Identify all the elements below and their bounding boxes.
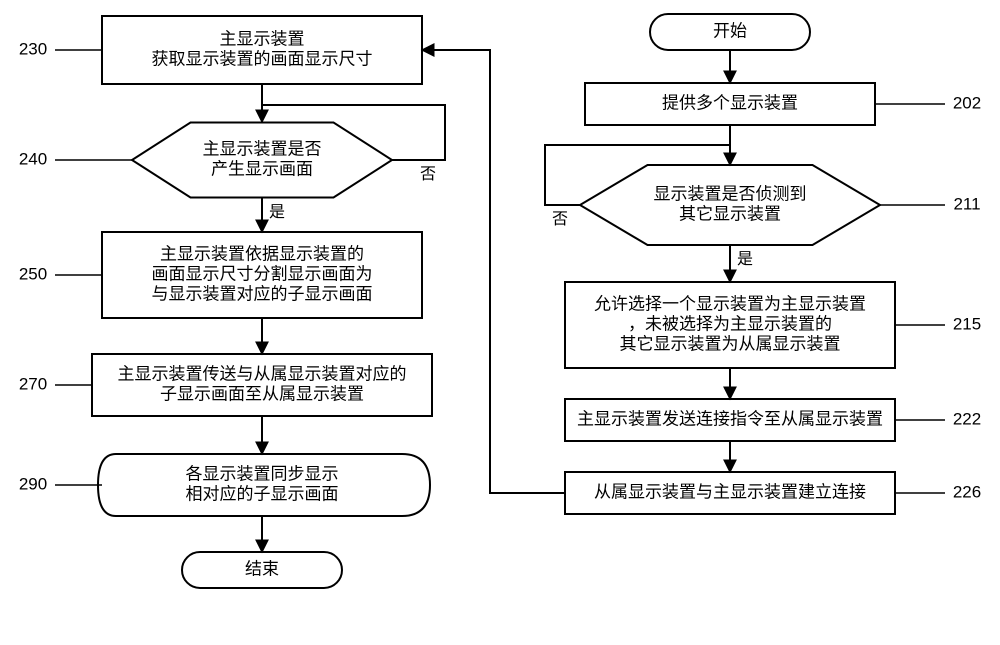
ref-number: 215: [953, 314, 981, 333]
edge: [422, 50, 565, 493]
node-text: 主显示装置发送连接指令至从属显示装置: [577, 409, 883, 428]
ref-number: 270: [19, 374, 47, 393]
edge-label: 是: [737, 251, 753, 268]
node-text: 从属显示装置与主显示装置建立连接: [594, 482, 866, 501]
ref-number: 250: [19, 264, 47, 283]
ref-number: 202: [953, 93, 981, 112]
ref-number: 290: [19, 474, 47, 493]
ref-number: 222: [953, 409, 981, 428]
node-text: 与显示装置对应的子显示画面: [152, 284, 373, 303]
ref-number: 230: [19, 39, 47, 58]
ref-number: 240: [19, 149, 47, 168]
node-text: 允许选择一个显示装置为主显示装置: [594, 294, 866, 313]
node-text: 相对应的子显示画面: [186, 484, 339, 503]
node-text: 产生显示画面: [211, 159, 313, 178]
node-text: ，未被选择为主显示装置的: [628, 314, 832, 333]
node-text: 子显示画面至从属显示装置: [160, 384, 364, 403]
edge-label: 否: [420, 166, 436, 183]
node-text: 主显示装置是否: [203, 139, 322, 158]
node-text: 提供多个显示装置: [662, 93, 798, 112]
flowchart-canvas: 开始提供多个显示装置显示装置是否侦测到其它显示装置允许选择一个显示装置为主显示装…: [0, 0, 1000, 645]
ref-number: 211: [953, 194, 980, 213]
edge-label: 是: [269, 204, 285, 221]
node-text: 开始: [713, 21, 747, 40]
node-text: 主显示装置依据显示装置的: [160, 244, 364, 263]
node-text: 各显示装置同步显示: [186, 464, 339, 483]
node-text: 画面显示尺寸分割显示画面为: [152, 264, 373, 283]
node-text: 主显示装置传送与从属显示装置对应的: [118, 364, 407, 383]
node-text: 其它显示装置为从属显示装置: [620, 334, 841, 353]
node-text: 显示装置是否侦测到: [654, 184, 807, 203]
edge-label: 否: [552, 211, 568, 228]
node-text: 获取显示装置的画面显示尺寸: [152, 49, 373, 68]
node-text: 其它显示装置: [679, 204, 781, 223]
ref-number: 226: [953, 482, 981, 501]
node-text: 结束: [245, 559, 279, 578]
node-text: 主显示装置: [220, 29, 305, 48]
